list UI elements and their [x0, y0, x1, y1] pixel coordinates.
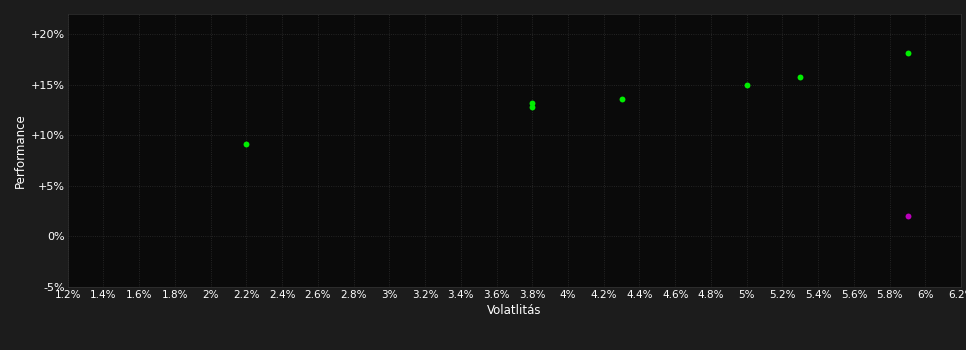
Y-axis label: Performance: Performance [14, 113, 26, 188]
X-axis label: Volatlitás: Volatlitás [487, 304, 542, 317]
Point [525, 100, 540, 106]
Point [525, 104, 540, 110]
Point [793, 74, 809, 79]
Point [900, 214, 916, 219]
Point [739, 82, 754, 88]
Point [614, 96, 630, 102]
Point [239, 142, 254, 147]
Point [900, 51, 916, 56]
